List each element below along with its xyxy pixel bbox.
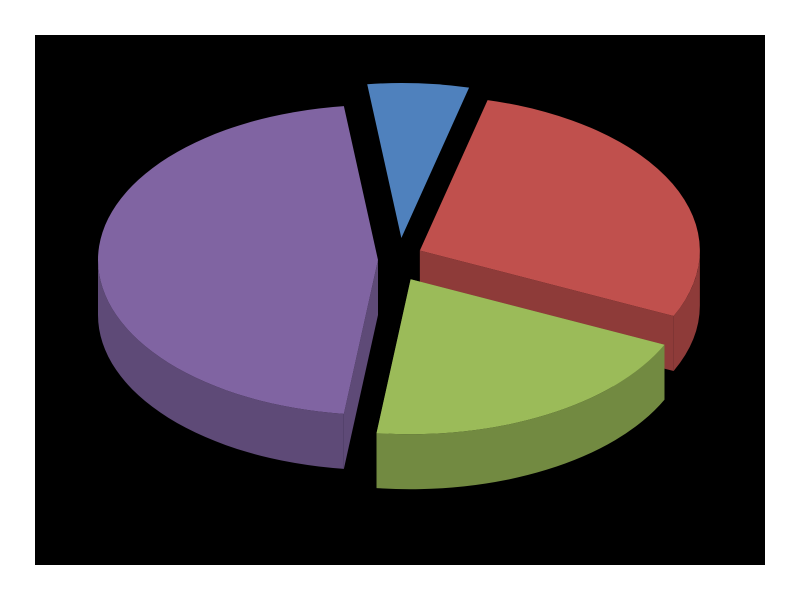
pie-chart-3d <box>0 0 800 600</box>
chart-stage <box>0 0 800 600</box>
